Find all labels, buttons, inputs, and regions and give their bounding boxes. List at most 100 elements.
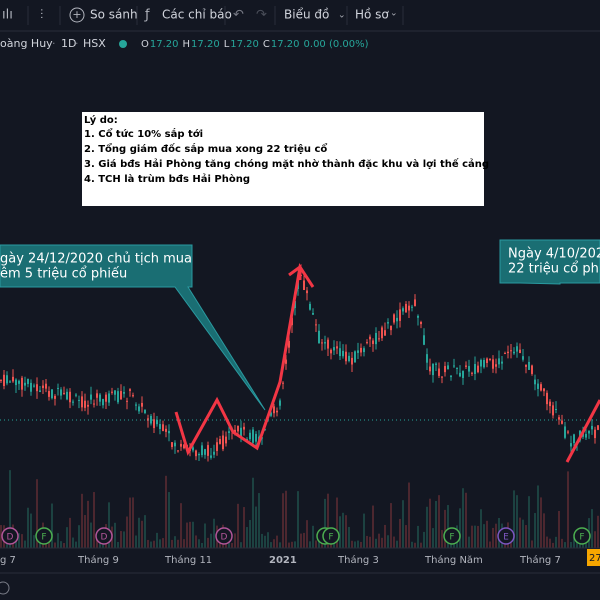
volume-bar <box>360 541 362 548</box>
callout-line: êm 5 triệu cổ phiếu <box>0 267 127 282</box>
volume-bar <box>243 507 245 548</box>
candle-body <box>24 382 26 386</box>
candle-body <box>276 410 278 413</box>
trend-line-right <box>565 399 600 463</box>
volume-bar <box>183 539 185 548</box>
volume-bar <box>432 528 434 548</box>
volume-bar <box>168 492 170 548</box>
volume-bar <box>387 535 389 548</box>
candle-body <box>567 431 569 433</box>
candle-body <box>546 392 548 405</box>
time-label: 2021 <box>269 555 297 566</box>
candle-body <box>165 428 167 432</box>
candle-body <box>588 430 590 434</box>
volume-bar <box>177 539 179 548</box>
volume-bar <box>66 527 68 548</box>
event-marker <box>443 527 461 545</box>
volume-bar <box>336 497 338 548</box>
candle-body <box>177 450 179 452</box>
volume-bar <box>594 531 596 548</box>
candle-body <box>321 342 323 344</box>
candle-body <box>336 346 338 349</box>
indicators-button[interactable]: Các chỉ báo <box>162 8 232 22</box>
candle-body <box>198 453 200 456</box>
volume-bar <box>573 537 575 548</box>
volume-bar <box>474 525 476 548</box>
candle-body <box>501 361 503 364</box>
note-box <box>82 112 484 206</box>
volume-bar <box>483 524 485 548</box>
candle-body <box>405 303 407 313</box>
candle-body <box>243 426 245 430</box>
candle-body <box>63 392 65 394</box>
candle-body <box>228 431 230 433</box>
volume-bar <box>462 488 464 548</box>
event-label: D <box>221 533 228 543</box>
candle-body <box>174 442 176 447</box>
ohlc-value: 17.20 <box>230 39 259 50</box>
candle-body <box>450 375 452 378</box>
candle-body <box>459 372 461 377</box>
volume-bar <box>330 542 332 548</box>
candle-body <box>288 340 290 348</box>
candle-body <box>531 365 533 374</box>
volume-bar <box>495 523 497 548</box>
candle-body <box>513 351 515 354</box>
candle-body <box>18 380 20 384</box>
volume-bar <box>81 493 83 548</box>
candle-body <box>570 443 572 447</box>
time-label: Tháng 9 <box>77 554 119 566</box>
candle-body <box>387 322 389 324</box>
candle-body <box>255 433 257 442</box>
candle-body <box>72 401 74 403</box>
volume-bar <box>366 535 368 548</box>
profile-button[interactable]: Hồ sơ <box>355 8 389 22</box>
candle-body <box>453 365 455 367</box>
candle-body <box>114 390 116 395</box>
volume-bar <box>537 485 539 548</box>
ohlc-value: 17.20 <box>191 39 220 50</box>
volume-bar <box>405 525 407 548</box>
candle-body <box>264 429 266 431</box>
candle-body <box>42 385 44 389</box>
volume-bar <box>549 538 551 548</box>
time-label: g 7 <box>0 555 16 566</box>
ohlc-key: L <box>224 39 230 50</box>
chart-type-button[interactable]: Biểu đồ <box>284 8 329 22</box>
indicator-fx-icon[interactable]: ƒ <box>144 8 150 23</box>
candle-body <box>597 425 599 430</box>
compare-icon[interactable] <box>69 7 85 23</box>
candle-body <box>408 305 410 311</box>
volume-bar <box>255 506 257 548</box>
indicator-icon[interactable]: ılı <box>2 8 13 23</box>
candle-body <box>81 396 83 408</box>
candle-body <box>483 359 485 368</box>
candle-body <box>60 389 62 396</box>
redo[interactable]: ↷ <box>256 8 268 23</box>
timezone-icon[interactable] <box>0 581 10 595</box>
undo[interactable]: ↶ <box>233 8 244 23</box>
volume-bar <box>96 534 98 548</box>
note-line: 3. Giá bđs Hải Phòng tăng chóng mặt nhờ … <box>84 157 489 170</box>
volume-bar <box>540 497 542 548</box>
candle-body <box>12 376 14 382</box>
volume-bar <box>390 503 392 548</box>
candle-body <box>318 330 320 344</box>
volume-bar <box>93 492 95 548</box>
volume-bar <box>114 522 116 548</box>
compare-button[interactable]: So sánh <box>90 8 138 22</box>
candle-body <box>357 350 359 353</box>
candle-body <box>564 426 566 438</box>
candle-body <box>129 389 131 391</box>
volume-bar <box>435 500 437 548</box>
callout-line: Ngày 4/10/202 <box>508 247 600 262</box>
ohlc-key: O <box>141 39 149 50</box>
candle-body <box>78 399 80 401</box>
volume-bar <box>525 525 527 548</box>
volume-bar <box>54 542 56 548</box>
volume-bar <box>489 541 491 548</box>
bars-icon[interactable]: ⫶ <box>40 8 43 23</box>
candle-body <box>426 354 428 363</box>
event-marker <box>35 527 53 545</box>
candle-body <box>219 438 221 444</box>
